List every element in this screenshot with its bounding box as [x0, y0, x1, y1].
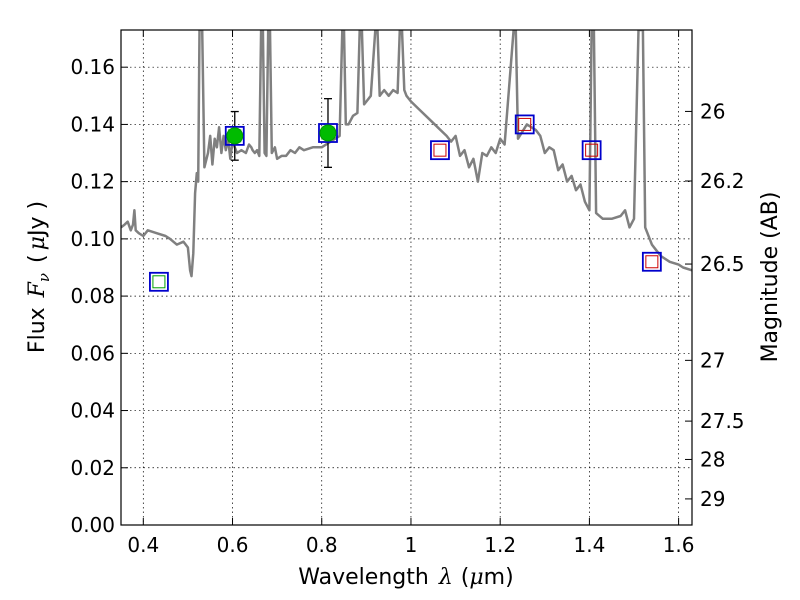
y-tick-label: 0.06: [70, 341, 115, 365]
y2-tick-label: 28: [700, 447, 725, 471]
model-band-marker-inner: [433, 143, 447, 157]
model-band-marker: [224, 125, 245, 146]
y2-tick-label: 26.5: [700, 252, 745, 276]
y-tick-label: 0.16: [70, 55, 115, 79]
x-tick-label: 1.6: [663, 533, 695, 557]
x-tick-label: 1.2: [484, 533, 516, 557]
model-band-marker: [641, 251, 662, 272]
x-tick-label: 0.4: [127, 533, 159, 557]
y2-axis-label: Magnitude (AB): [758, 192, 783, 363]
y2-tick-label: 27.5: [700, 409, 745, 433]
y2-tick-label: 26: [700, 99, 725, 123]
y-tick-label: 0.04: [70, 399, 115, 423]
x-tick-label: 0.8: [306, 533, 338, 557]
y-axis-label: FluxFν(μJy ): [25, 201, 53, 353]
y-tick-label: 0.10: [70, 227, 115, 251]
y2-tick-label: 29: [700, 487, 725, 511]
grid-lines: [121, 30, 692, 526]
model-band-marker-inner: [585, 143, 599, 157]
spectrum-line: [121, 30, 692, 278]
y-tick-label: 0.12: [70, 170, 115, 194]
model-band-marker: [581, 140, 602, 161]
model-band-marker: [318, 123, 338, 143]
plot-frame: [120, 29, 693, 526]
y-tick-label: 0.02: [70, 456, 115, 480]
model-band-marker: [430, 140, 450, 161]
detection-point: [319, 124, 337, 142]
x-tick-label: 1: [405, 533, 418, 557]
model-band-marker-inner: [152, 275, 166, 289]
y-tick-label: 0.00: [70, 513, 115, 537]
y-tick-label: 0.08: [70, 284, 115, 308]
model-band-marker-inner: [645, 255, 659, 269]
tick-layer: 0.4 0.6 0.8 1 1.2 1.4 1.6 0.00 0.02 0.04 0.06 0.08 0…: [70, 30, 745, 557]
detection-point: [226, 127, 244, 145]
x-tick-label: 0.6: [217, 533, 249, 557]
series-layer: [121, 30, 692, 278]
x-tick-label: 1.4: [573, 533, 605, 557]
marker-layer: [149, 98, 662, 292]
y2-tick-label: 26.2: [700, 169, 745, 193]
model-band-marker: [514, 114, 535, 135]
model-band-marker: [149, 271, 169, 292]
x-axis-label: Wavelength λ (μm): [298, 565, 513, 590]
model-band-marker-inner: [518, 117, 532, 131]
y-tick-label: 0.14: [70, 112, 115, 136]
y2-tick-label: 27: [700, 348, 725, 372]
